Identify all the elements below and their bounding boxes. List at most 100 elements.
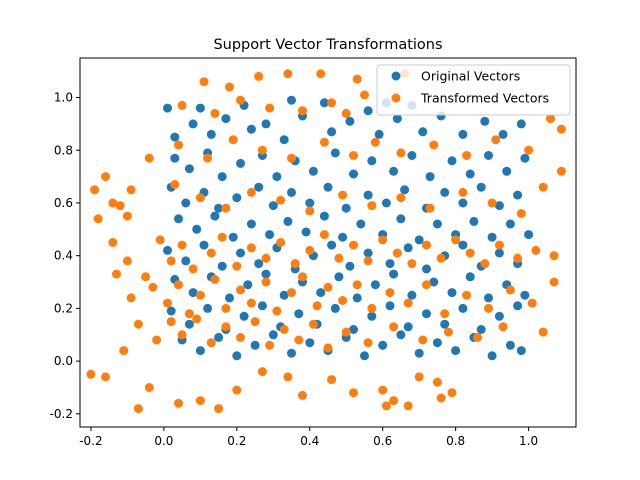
scatter-point — [334, 253, 344, 263]
scatter-point — [254, 182, 264, 192]
scatter-point — [345, 116, 355, 126]
scatter-point — [236, 248, 245, 258]
y-tick-label: 0.2 — [54, 301, 73, 315]
scatter-point — [221, 203, 231, 213]
scatter-point — [432, 219, 442, 229]
scatter-point — [513, 190, 523, 200]
scatter-point — [152, 335, 162, 345]
scatter-point — [396, 214, 406, 224]
scatter-point — [319, 137, 329, 147]
scatter-point — [268, 201, 278, 211]
scatter-point — [414, 348, 424, 358]
scatter-point — [316, 69, 326, 79]
scatter-point — [422, 240, 431, 250]
scatter-point — [246, 187, 256, 197]
legend: Original Vectors Transformed Vectors — [376, 64, 571, 116]
scatter-point — [206, 248, 216, 258]
scatter-point — [432, 338, 442, 348]
y-tick-label: 0.6 — [54, 196, 73, 210]
scatter-point — [338, 232, 348, 242]
scatter-point — [144, 153, 154, 163]
scatter-point — [283, 372, 293, 382]
scatter-point — [214, 203, 224, 213]
scatter-point — [290, 259, 300, 269]
scatter-point — [392, 114, 402, 124]
scatter-point — [349, 151, 358, 160]
scatter-point — [254, 259, 264, 269]
scatter-point — [465, 248, 475, 258]
scatter-point — [305, 206, 315, 216]
scatter-point — [349, 325, 358, 334]
scatter-point — [556, 166, 566, 176]
scatter-point — [440, 319, 450, 329]
scatter-point — [261, 253, 271, 263]
scatter-point — [283, 69, 293, 79]
scatter-point — [513, 301, 523, 311]
scatter-point — [126, 185, 136, 195]
scatter-point — [279, 135, 289, 145]
scatter-point — [458, 187, 468, 197]
scatter-point — [385, 259, 395, 269]
scatter-point — [188, 288, 198, 298]
scatter-point — [330, 303, 340, 313]
scatter-point — [287, 348, 296, 358]
scatter-point — [144, 383, 154, 392]
scatter-point — [363, 256, 373, 266]
scatter-point — [163, 103, 172, 113]
scatter-point — [491, 135, 501, 145]
scatter-point — [440, 309, 450, 319]
scatter-point — [407, 290, 417, 300]
scatter-point — [494, 240, 504, 250]
scatter-point — [396, 148, 406, 158]
scatter-point — [360, 351, 369, 361]
scatter-point — [294, 309, 304, 319]
scatter-point — [520, 290, 530, 300]
scatter-point — [418, 127, 428, 137]
scatter-point — [195, 346, 205, 356]
scatter-point — [312, 301, 322, 311]
scatter-point — [217, 261, 227, 271]
scatter-point — [279, 290, 289, 300]
scatter-point — [133, 404, 143, 414]
scatter-point — [484, 303, 493, 313]
scatter-point — [505, 340, 515, 350]
scatter-point — [327, 98, 337, 108]
x-tick-label: 0.2 — [227, 434, 246, 448]
scatter-point — [268, 330, 278, 340]
scatter-point — [174, 140, 183, 150]
scatter-point — [287, 288, 296, 298]
scatter-point — [122, 256, 132, 266]
scatter-point — [378, 385, 388, 395]
y-tick-label: 1.0 — [54, 91, 73, 105]
scatter-point — [195, 290, 205, 300]
scatter-point — [484, 151, 493, 160]
scatter-point — [184, 309, 194, 319]
scatter-point — [323, 182, 333, 192]
scatter-point — [505, 285, 515, 295]
scatter-point — [112, 269, 121, 279]
scatter-point — [527, 298, 537, 308]
scatter-point — [367, 303, 377, 313]
scatter-point — [265, 103, 275, 113]
scatter-point — [232, 193, 242, 203]
scatter-point — [447, 388, 457, 398]
scatter-point — [246, 298, 256, 308]
scatter-point — [352, 74, 362, 84]
scatter-point — [214, 404, 224, 414]
scatter-point — [418, 335, 428, 345]
scatter-point — [250, 340, 260, 350]
scatter-point — [257, 145, 267, 155]
scatter-point — [443, 327, 453, 337]
scatter-point — [425, 203, 435, 213]
scatter-point — [378, 235, 388, 245]
scatter-point — [396, 193, 406, 203]
scatter-point — [246, 219, 256, 229]
scatter-point — [232, 351, 242, 361]
scatter-point — [516, 209, 526, 218]
x-tick-label: 0.8 — [446, 434, 465, 448]
plot-frame — [79, 57, 577, 428]
scatter-point — [298, 390, 307, 400]
scatter-point — [356, 219, 366, 229]
scatter-point — [531, 245, 541, 255]
scatter-point — [385, 288, 395, 298]
